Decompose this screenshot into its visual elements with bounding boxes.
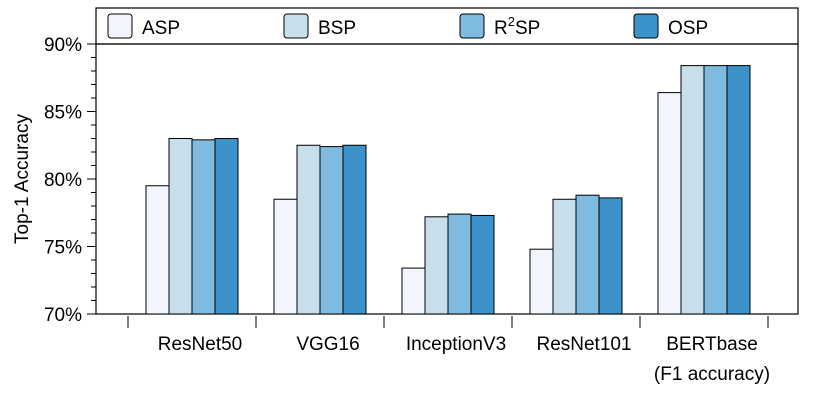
bar-osp-vgg16 <box>342 144 367 315</box>
y-axis-title: Top-1 Accuracy <box>12 114 33 244</box>
bar-osp-resnet101 <box>598 197 623 315</box>
x-tick-label: VGG16 <box>296 334 359 355</box>
legend-swatch-osp <box>633 13 659 39</box>
bar-asp-resnet50 <box>145 185 170 315</box>
bar-r2sp-inceptionv3 <box>447 213 472 315</box>
bar-bsp-inceptionv3 <box>424 216 449 315</box>
legend-label-r2sp: R2SP <box>494 14 540 39</box>
y-tick-label: 85% <box>44 103 82 124</box>
bar-r2sp-vgg16 <box>319 146 344 315</box>
legend-label-osp: OSP <box>668 18 708 39</box>
legend-label-bsp: BSP <box>318 18 356 39</box>
legend-box <box>95 7 799 45</box>
bar-asp-vgg16 <box>273 198 298 315</box>
bar-osp-bertbase <box>726 65 751 315</box>
y-tick-label: 80% <box>44 170 82 191</box>
x-tick-label: InceptionV3 <box>406 334 506 355</box>
bar-bsp-vgg16 <box>296 144 321 315</box>
bar-osp-resnet50 <box>214 138 239 315</box>
bar-asp-bertbase <box>657 92 682 315</box>
x-tick-label: ResNet50 <box>158 334 243 355</box>
bar-asp-inceptionv3 <box>401 267 426 315</box>
y-tick-label: 90% <box>44 35 82 56</box>
bar-bsp-resnet101 <box>552 198 577 315</box>
y-tick-label: 75% <box>44 238 82 259</box>
bar-asp-resnet101 <box>529 248 554 315</box>
legend-swatch-bsp <box>283 13 309 39</box>
bar-r2sp-resnet101 <box>575 194 600 315</box>
x-tick-label: BERTbase <box>666 334 758 355</box>
legend-swatch-asp <box>107 13 133 39</box>
x-tick-label: ResNet101 <box>536 334 631 355</box>
bar-r2sp-bertbase <box>703 65 728 315</box>
x-tick-sublabel: (F1 accuracy) <box>654 364 770 385</box>
legend-label-asp: ASP <box>142 18 180 39</box>
y-tick-label: 70% <box>44 305 82 326</box>
bars <box>145 65 751 315</box>
legend: ASP BSP R2SP OSP <box>95 7 799 45</box>
bar-bsp-resnet50 <box>168 138 193 315</box>
legend-swatch-r2sp <box>459 13 485 39</box>
bar-bsp-bertbase <box>680 65 705 315</box>
bar-osp-inceptionv3 <box>470 214 495 315</box>
bar-r2sp-resnet50 <box>191 139 216 315</box>
